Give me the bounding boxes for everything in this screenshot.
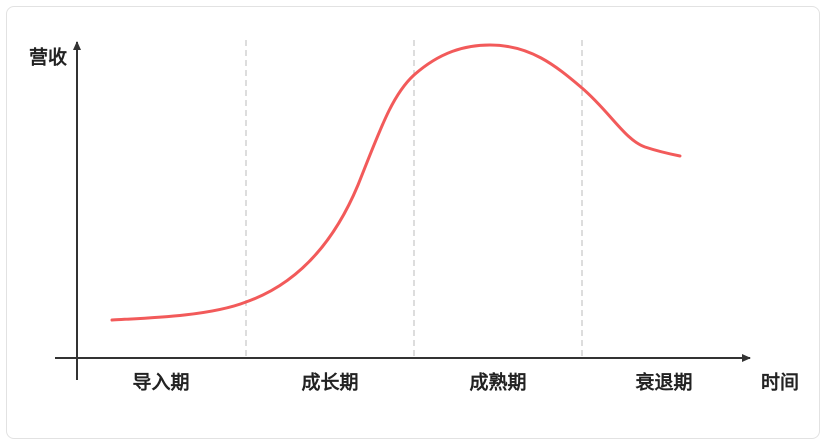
x-axis-label: 时间 — [761, 372, 799, 394]
card — [6, 6, 820, 439]
stage-label: 衰退期 — [634, 371, 692, 394]
dividers — [245, 40, 583, 358]
lifecycle-curve — [110, 43, 682, 322]
y-axis-label: 营收 — [29, 46, 67, 69]
stage-label: 成长期 — [301, 371, 358, 394]
stage-label: 成熟期 — [469, 371, 526, 394]
stage-label: 导入期 — [132, 372, 189, 394]
